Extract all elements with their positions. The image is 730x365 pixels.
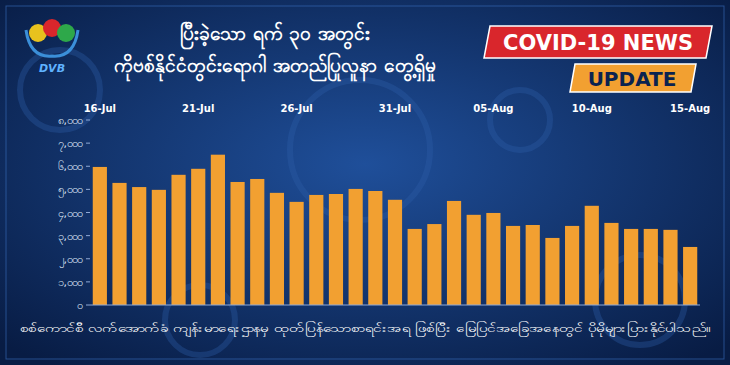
subtitle: ကိုဗစ်နိုင်ငံတွင်းရောဂါ အတည်ပြုလူနာ တွေ့… bbox=[114, 52, 435, 82]
y-tick bbox=[86, 212, 90, 213]
bar bbox=[93, 167, 107, 305]
bar bbox=[486, 213, 500, 305]
bar bbox=[565, 226, 579, 305]
bar bbox=[545, 238, 559, 305]
background bbox=[0, 0, 730, 365]
update-badge-text: UPDATE bbox=[588, 67, 677, 91]
bar bbox=[270, 193, 284, 305]
title: ပြီးခဲ့သော ရက် ၃၀ အတွင်း bbox=[180, 21, 370, 50]
y-tick bbox=[86, 166, 90, 167]
bar bbox=[349, 189, 363, 305]
x-tick-label: 16-Jul bbox=[84, 103, 116, 114]
x-axis bbox=[90, 305, 700, 306]
logo-dot bbox=[57, 24, 75, 42]
logo-text: DVB bbox=[39, 62, 65, 75]
bar bbox=[152, 190, 166, 305]
decoration bbox=[20, 50, 100, 130]
x-tick-label: 10-Aug bbox=[572, 103, 612, 114]
news-badge-text: COVID-19 NEWS bbox=[503, 31, 693, 55]
bar bbox=[604, 223, 618, 305]
news-badge bbox=[484, 26, 712, 58]
y-tick-label: ၅,၀၀၀ bbox=[58, 183, 83, 198]
y-tick bbox=[86, 235, 90, 236]
bar bbox=[585, 206, 599, 305]
y-tick-label: ၄,၀၀၀ bbox=[58, 207, 83, 222]
x-tick-label: 31-Jul bbox=[379, 103, 411, 114]
y-tick bbox=[86, 305, 90, 306]
y-tick-label: ၈,၀၀၀ bbox=[58, 114, 83, 127]
y-tick-label: ၂,၀၀၀ bbox=[59, 253, 83, 268]
bar bbox=[171, 175, 185, 305]
decoration bbox=[490, 90, 550, 150]
logo-swoosh bbox=[26, 30, 78, 56]
y-tick-label: ၆,၀၀၀ bbox=[58, 160, 83, 173]
footer-note: စစ်ကောင်စီ လက်အောက်ခံ ကျန်းမာရေးဌာနမှ ထု… bbox=[20, 321, 710, 337]
bar bbox=[624, 229, 638, 305]
y-tick-label: ၀ bbox=[77, 299, 82, 312]
bar bbox=[368, 191, 382, 305]
y-tick bbox=[86, 258, 90, 259]
bar bbox=[388, 200, 402, 305]
bar bbox=[250, 179, 264, 305]
bar bbox=[526, 225, 540, 305]
bar bbox=[290, 202, 304, 305]
y-tick bbox=[86, 189, 90, 190]
bar bbox=[329, 194, 343, 305]
bar bbox=[447, 201, 461, 305]
y-tick bbox=[86, 281, 90, 282]
x-tick-label: 21-Jul bbox=[182, 103, 214, 114]
chart: DVB ပြီးခဲ့သော ရက် ၃၀ အတွင်းကိုဗစ်နိုင်ငံ… bbox=[0, 0, 730, 365]
update-badge bbox=[570, 64, 696, 92]
bar bbox=[230, 182, 244, 305]
bar bbox=[191, 169, 205, 305]
bar bbox=[663, 230, 677, 305]
bar bbox=[408, 229, 422, 305]
bar bbox=[427, 224, 441, 305]
x-tick-label: 26-Jul bbox=[280, 103, 312, 114]
bar bbox=[132, 187, 146, 305]
bar bbox=[112, 183, 126, 305]
bar bbox=[644, 229, 658, 305]
bar bbox=[211, 155, 225, 305]
y-tick bbox=[86, 120, 90, 121]
bar bbox=[683, 247, 697, 305]
y-tick-label: ၇,၀၀၀ bbox=[58, 137, 83, 152]
bars bbox=[93, 155, 697, 305]
frame bbox=[6, 6, 724, 359]
bar bbox=[506, 226, 520, 305]
y-tick-label: ၃,၀၀၀ bbox=[58, 230, 83, 245]
bar bbox=[467, 215, 481, 305]
y-tick bbox=[86, 143, 90, 144]
logo: DVB bbox=[26, 19, 78, 75]
x-tick-label: 15-Aug bbox=[670, 103, 710, 114]
x-tick-label: 05-Aug bbox=[473, 103, 513, 114]
bar bbox=[309, 195, 323, 305]
y-tick-label: ၁,၀၀၀ bbox=[58, 276, 83, 289]
